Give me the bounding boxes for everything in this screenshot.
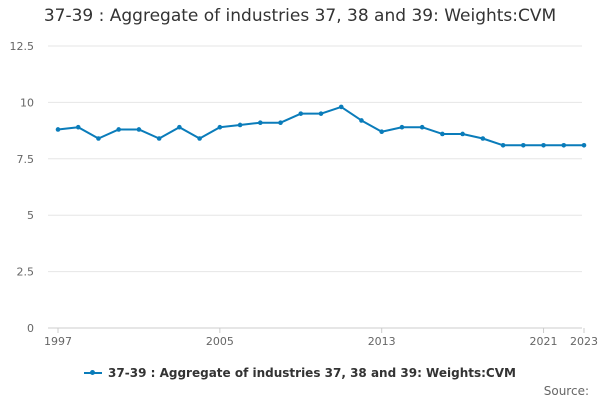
x-tick-label: 2021 — [530, 335, 558, 348]
data-point — [298, 111, 304, 116]
data-point — [258, 120, 263, 126]
data-point — [541, 142, 546, 148]
chart-legend[interactable]: 37-39 : Aggregate of industries 37, 38 a… — [0, 366, 600, 380]
data-point — [521, 142, 526, 148]
x-tick-label: 2005 — [206, 335, 234, 348]
data-point — [460, 131, 465, 137]
y-tick-label: 0 — [27, 322, 34, 335]
data-point — [55, 127, 61, 132]
data-point — [561, 142, 567, 148]
data-point — [177, 124, 182, 130]
x-tick-label: 1997 — [44, 335, 72, 348]
data-point — [581, 142, 587, 148]
y-tick-label: 2.5 — [17, 266, 35, 279]
data-point — [419, 124, 425, 130]
chart-title: 37-39 : Aggregate of industries 37, 38 a… — [43, 6, 557, 26]
y-tick-label: 10 — [20, 96, 34, 109]
data-point — [217, 124, 223, 130]
data-point — [338, 104, 344, 110]
data-point — [399, 124, 405, 130]
data-point — [75, 124, 81, 130]
x-tick-label: 2023 — [570, 335, 598, 348]
data-point — [500, 142, 506, 148]
y-tick-label: 12.5 — [10, 40, 35, 53]
source-label: Source: — [543, 384, 589, 398]
data-point — [480, 136, 486, 141]
x-tick-label: 2013 — [368, 335, 396, 348]
data-point — [197, 136, 202, 141]
data-point — [96, 136, 101, 141]
data-point — [237, 122, 243, 128]
data-point — [278, 120, 283, 126]
y-tick-label: 5 — [27, 209, 34, 222]
data-point — [359, 118, 364, 123]
data-point — [440, 131, 445, 137]
legend-line-marker-icon — [84, 368, 103, 378]
data-point — [379, 129, 384, 135]
data-point — [156, 136, 162, 141]
legend-label: 37-39 : Aggregate of industries 37, 38 a… — [108, 366, 516, 380]
data-point — [116, 127, 121, 132]
data-point — [136, 127, 142, 132]
data-point — [318, 111, 324, 116]
y-tick-label: 7.5 — [17, 153, 35, 166]
